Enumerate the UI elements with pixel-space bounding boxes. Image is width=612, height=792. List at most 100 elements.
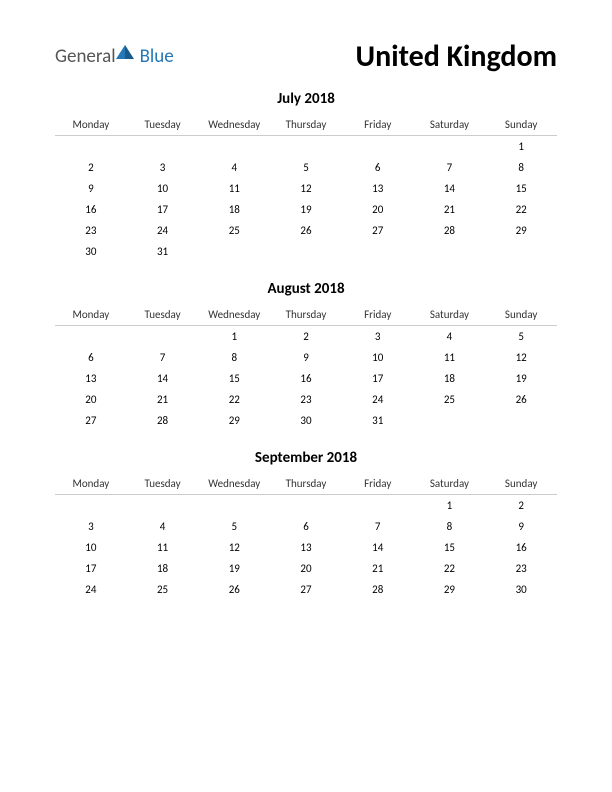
day-cell <box>127 136 199 157</box>
day-header: Thursday <box>270 473 342 495</box>
day-cell: 10 <box>342 347 414 368</box>
day-cell: 8 <box>198 347 270 368</box>
day-header: Sunday <box>485 114 557 136</box>
day-cell <box>342 495 414 516</box>
day-header: Friday <box>342 304 414 326</box>
day-cell: 12 <box>485 347 557 368</box>
day-cell: 15 <box>414 537 486 558</box>
day-cell: 20 <box>270 558 342 579</box>
calendars-container: July 2018MondayTuesdayWednesdayThursdayF… <box>0 90 612 600</box>
day-header: Sunday <box>485 473 557 495</box>
month-title: August 2018 <box>55 280 557 298</box>
day-header: Wednesday <box>198 114 270 136</box>
day-cell <box>414 410 486 431</box>
day-cell: 19 <box>485 368 557 389</box>
day-cell: 6 <box>342 157 414 178</box>
day-cell: 11 <box>414 347 486 368</box>
day-cell: 17 <box>127 199 199 220</box>
day-cell: 16 <box>270 368 342 389</box>
month-title: July 2018 <box>55 90 557 108</box>
day-header: Thursday <box>270 304 342 326</box>
day-cell: 23 <box>55 220 127 241</box>
day-cell: 13 <box>270 537 342 558</box>
day-cell: 21 <box>342 558 414 579</box>
day-header: Friday <box>342 473 414 495</box>
day-cell: 22 <box>198 389 270 410</box>
day-cell: 9 <box>485 516 557 537</box>
day-cell: 23 <box>270 389 342 410</box>
day-cell: 15 <box>485 178 557 199</box>
day-cell: 30 <box>55 241 127 262</box>
day-cell: 5 <box>198 516 270 537</box>
day-cell <box>270 136 342 157</box>
day-cell: 19 <box>198 558 270 579</box>
calendar-month: September 2018 MondayTuesdayWednesdayThur… <box>55 449 557 600</box>
day-cell: 30 <box>485 579 557 600</box>
day-cell: 12 <box>198 537 270 558</box>
day-cell: 14 <box>342 537 414 558</box>
day-cell: 7 <box>127 347 199 368</box>
day-cell: 26 <box>198 579 270 600</box>
day-cell: 27 <box>270 579 342 600</box>
calendar-grid: MondayTuesdayWednesdayThursdayFridaySatu… <box>55 473 557 600</box>
day-cell: 7 <box>342 516 414 537</box>
day-cell: 25 <box>198 220 270 241</box>
day-cell: 29 <box>198 410 270 431</box>
month-title: September 2018 <box>55 449 557 467</box>
day-cell: 14 <box>127 368 199 389</box>
day-cell: 30 <box>270 410 342 431</box>
day-cell: 27 <box>55 410 127 431</box>
day-cell: 6 <box>55 347 127 368</box>
day-cell: 17 <box>55 558 127 579</box>
day-cell: 9 <box>55 178 127 199</box>
day-header: Saturday <box>414 114 486 136</box>
day-cell <box>127 326 199 347</box>
day-header: Monday <box>55 114 127 136</box>
header: General Blue United Kingdom <box>0 0 612 90</box>
day-cell: 17 <box>342 368 414 389</box>
day-cell: 31 <box>342 410 414 431</box>
day-cell: 1 <box>485 136 557 157</box>
day-cell: 26 <box>270 220 342 241</box>
day-header: Saturday <box>414 473 486 495</box>
day-cell: 3 <box>342 326 414 347</box>
day-cell: 16 <box>485 537 557 558</box>
day-cell: 31 <box>127 241 199 262</box>
day-cell <box>127 495 199 516</box>
day-cell: 18 <box>127 558 199 579</box>
day-cell: 18 <box>414 368 486 389</box>
day-cell: 13 <box>55 368 127 389</box>
day-cell: 21 <box>414 199 486 220</box>
day-cell <box>270 241 342 262</box>
day-cell: 14 <box>414 178 486 199</box>
day-cell: 2 <box>270 326 342 347</box>
day-cell: 24 <box>342 389 414 410</box>
day-cell: 26 <box>485 389 557 410</box>
day-cell <box>485 410 557 431</box>
day-cell: 24 <box>127 220 199 241</box>
day-header: Sunday <box>485 304 557 326</box>
day-header: Tuesday <box>127 473 199 495</box>
day-cell: 22 <box>485 199 557 220</box>
day-cell: 25 <box>414 389 486 410</box>
day-header: Monday <box>55 473 127 495</box>
day-cell: 11 <box>127 537 199 558</box>
day-cell: 12 <box>270 178 342 199</box>
day-cell <box>485 241 557 262</box>
day-header: Saturday <box>414 304 486 326</box>
day-cell: 4 <box>414 326 486 347</box>
logo: General Blue <box>55 45 174 68</box>
day-cell: 9 <box>270 347 342 368</box>
day-cell: 8 <box>485 157 557 178</box>
day-cell <box>198 495 270 516</box>
day-cell <box>342 241 414 262</box>
day-cell: 15 <box>198 368 270 389</box>
logo-triangle-icon <box>114 43 136 66</box>
day-cell: 11 <box>198 178 270 199</box>
day-cell: 8 <box>414 516 486 537</box>
day-header: Wednesday <box>198 304 270 326</box>
day-cell <box>414 136 486 157</box>
logo-text-general: General <box>55 45 116 68</box>
day-cell: 24 <box>55 579 127 600</box>
day-cell: 6 <box>270 516 342 537</box>
